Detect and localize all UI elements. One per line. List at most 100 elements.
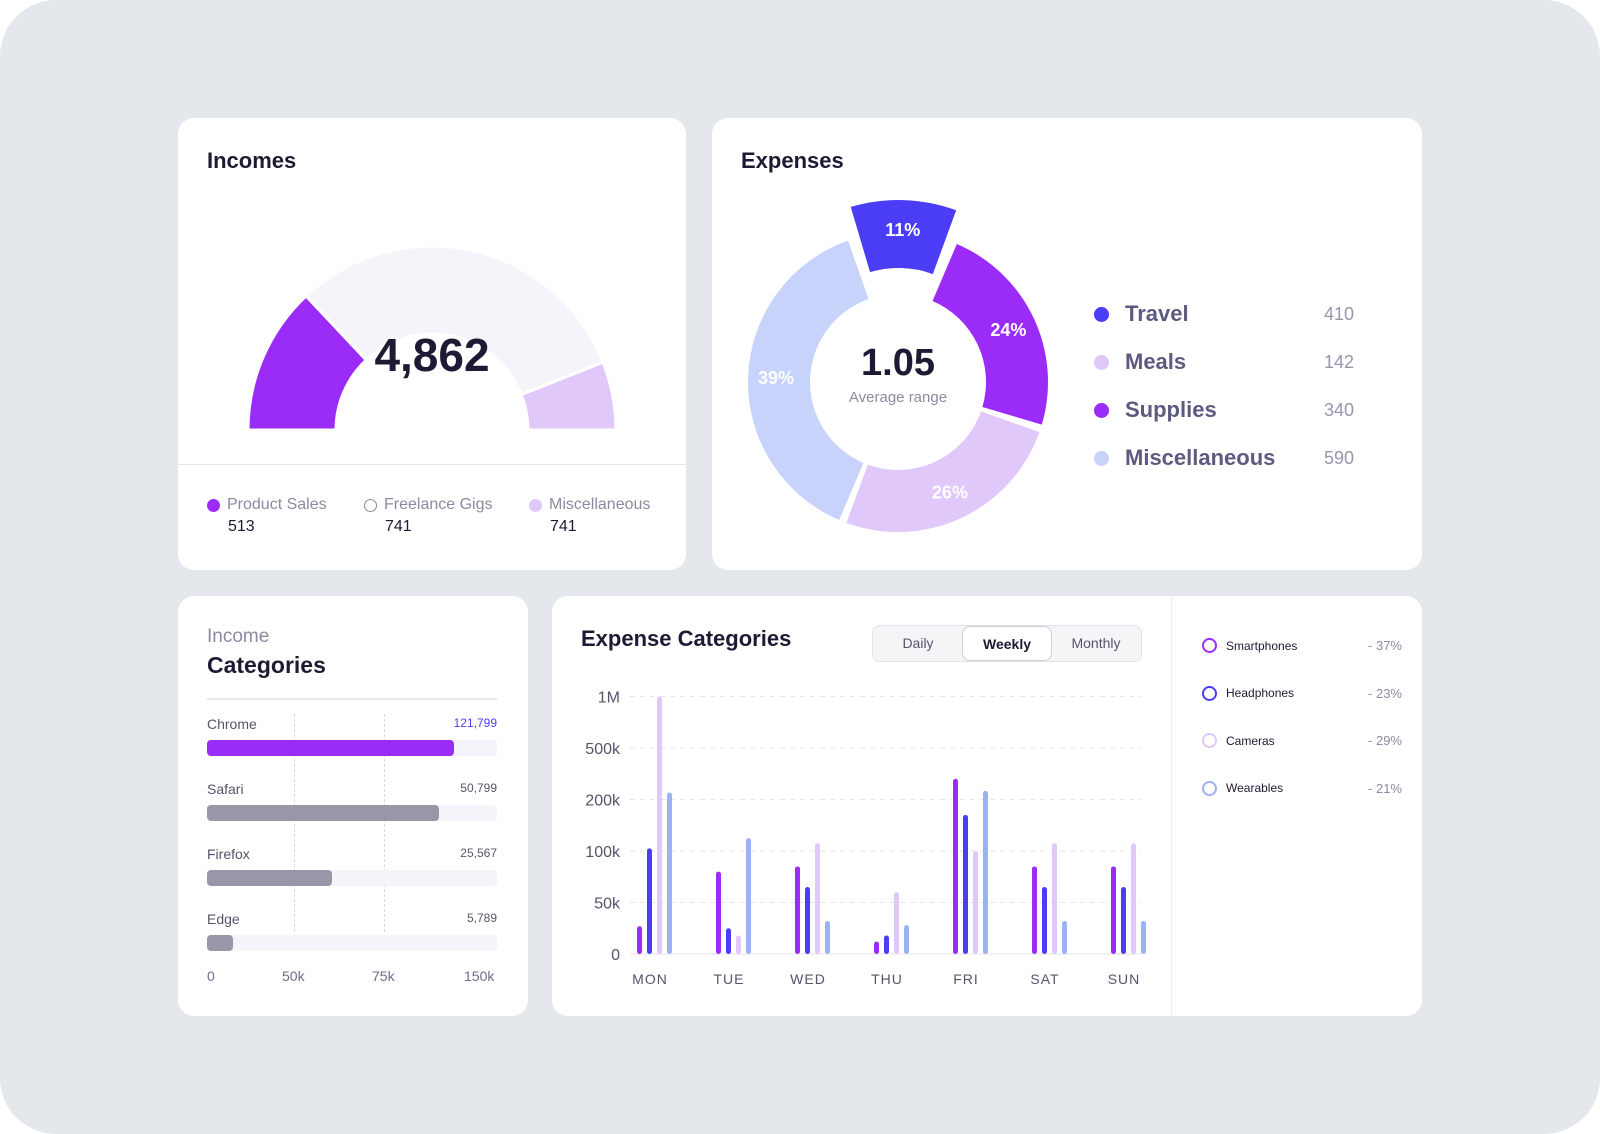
bar-cameras-sun	[1131, 843, 1136, 954]
bar-fill	[207, 935, 234, 951]
legend-value: - 23%	[1368, 685, 1402, 701]
donut-slice-miscellaneous	[747, 240, 869, 520]
bar-wearables-tue	[746, 838, 751, 954]
bar-wearables-sun	[1141, 921, 1146, 954]
freelance-gigs-ring-icon	[364, 498, 377, 512]
bar-cameras-mon	[657, 696, 662, 954]
donut-slice-label: 39%	[758, 368, 794, 388]
bar-smartphones-sat	[1032, 866, 1037, 954]
legend-label: Smartphones	[1226, 638, 1298, 653]
donut-slice-supplies	[932, 244, 1048, 425]
browser-row-safari: Safari 50,799	[207, 781, 497, 821]
tab-weekly[interactable]: Weekly	[962, 626, 1052, 661]
income-total: 4,862	[374, 329, 489, 381]
bar-smartphones-fri	[953, 778, 958, 954]
browser-name: Safari	[207, 781, 244, 797]
income-categories-subtitle: Income	[207, 626, 270, 647]
donut-center-label: Average range	[849, 389, 947, 406]
legend-value: - 21%	[1368, 780, 1402, 796]
browser-row-edge: Edge 5,789	[207, 911, 497, 951]
y-tick-label: 50k	[594, 896, 621, 913]
bar-track	[207, 870, 497, 886]
browser-name: Chrome	[207, 716, 257, 732]
browser-name: Firefox	[207, 846, 250, 862]
browser-name: Edge	[207, 911, 240, 927]
bar-cameras-fri	[973, 851, 978, 954]
donut-slice-travel	[850, 200, 957, 275]
legend-value: 741	[550, 518, 577, 535]
browser-row-chrome: Chrome 121,799	[207, 716, 497, 756]
bar-smartphones-wed	[795, 866, 800, 954]
browser-value: 50,799	[460, 781, 497, 795]
legend-label: Travel	[1125, 301, 1189, 326]
gridline	[384, 714, 385, 932]
legend-label: Product Sales	[227, 496, 327, 513]
browser-row-firefox: Firefox 25,567	[207, 846, 497, 886]
x-tick-label: MON	[632, 971, 668, 987]
bar-headphones-sun	[1121, 887, 1126, 954]
bar-headphones-sat	[1042, 887, 1047, 954]
bar-wearables-wed	[825, 921, 830, 954]
x-tick-label: WED	[790, 971, 826, 987]
expenses-card: Expenses 11% 24% 26% 39% 1.05 Average range…	[712, 118, 1422, 570]
legend-item-supplies: Supplies 340	[1094, 386, 1354, 434]
headphones-ring-icon	[1202, 685, 1217, 701]
tab-monthly[interactable]: Monthly	[1071, 635, 1121, 651]
expenses-title: Expenses	[741, 148, 844, 173]
legend-value: 513	[228, 518, 255, 535]
gauge-segment-miscellaneous	[519, 360, 618, 432]
donut-slice-label: 26%	[932, 482, 968, 502]
browser-value: 5,789	[466, 911, 497, 925]
legend-value: 340	[1323, 399, 1354, 420]
bar-headphones-wed	[805, 887, 810, 954]
bar-wearables-sat	[1062, 921, 1067, 954]
legend-value: 142	[1323, 351, 1354, 372]
bar-track	[207, 740, 497, 756]
supplies-dot-icon	[1094, 402, 1109, 418]
legend-label: Freelance Gigs	[384, 496, 493, 513]
axis-tick: 50k	[282, 968, 305, 984]
expense-categories-legend: Smartphones - 37% Headphones - 23% Camer…	[1202, 622, 1402, 812]
y-tick-label: 100k	[585, 844, 621, 861]
incomes-title: Incomes	[207, 148, 297, 173]
legend-miscellaneous: Miscellaneous 741	[529, 496, 650, 536]
income-categories-divider	[207, 698, 497, 700]
cameras-ring-icon	[1202, 733, 1217, 749]
legend-divider	[1171, 596, 1172, 1016]
bar-smartphones-thu	[874, 941, 879, 954]
y-tick-label: 200k	[585, 793, 621, 810]
bar-headphones-thu	[884, 935, 889, 954]
period-toggle: Daily Weekly Monthly	[872, 625, 1142, 662]
bar-track	[207, 805, 497, 821]
y-tick-label: 500k	[585, 741, 621, 758]
bar-headphones-tue	[726, 928, 731, 954]
expense-bar-chart: 0 50k 100k 200k 500k 1M MON TUE WED THU FRI SAT SUN	[585, 690, 1146, 987]
x-tick-label: SUN	[1108, 971, 1141, 987]
legend-label: Headphones	[1226, 686, 1295, 701]
bar-headphones-mon	[647, 848, 652, 954]
bar-wearables-mon	[667, 792, 672, 954]
miscellaneous-dot-icon	[1094, 450, 1109, 466]
legend-item-meals: Meals 142	[1094, 338, 1354, 386]
legend-label: Supplies	[1125, 397, 1217, 422]
legend-label: Cameras	[1226, 733, 1275, 748]
donut-slice-meals	[846, 411, 1040, 532]
legend-value: 741	[385, 518, 412, 535]
x-tick-label: THU	[871, 971, 903, 987]
bar-cameras-thu	[894, 892, 899, 954]
legend-item-smartphones: Smartphones - 37%	[1202, 622, 1402, 670]
legend-label: Miscellaneous	[549, 496, 651, 513]
bar-fill	[207, 805, 439, 821]
legend-value: - 37%	[1368, 638, 1402, 654]
miscellaneous-dot-icon	[529, 498, 542, 512]
y-tick-label: 1M	[598, 690, 620, 707]
income-categories-card: Income Categories Chrome 121,799 Safari …	[178, 596, 528, 1016]
x-tick-label: FRI	[953, 971, 979, 987]
bar-headphones-fri	[963, 814, 968, 954]
bar-smartphones-sun	[1111, 866, 1116, 954]
tab-daily[interactable]: Daily	[902, 635, 934, 651]
browser-value: 121,799	[453, 716, 497, 730]
incomes-card: Incomes 4,862 Product Sales 513 Freelanc…	[178, 118, 686, 570]
smartphones-ring-icon	[1202, 638, 1217, 654]
